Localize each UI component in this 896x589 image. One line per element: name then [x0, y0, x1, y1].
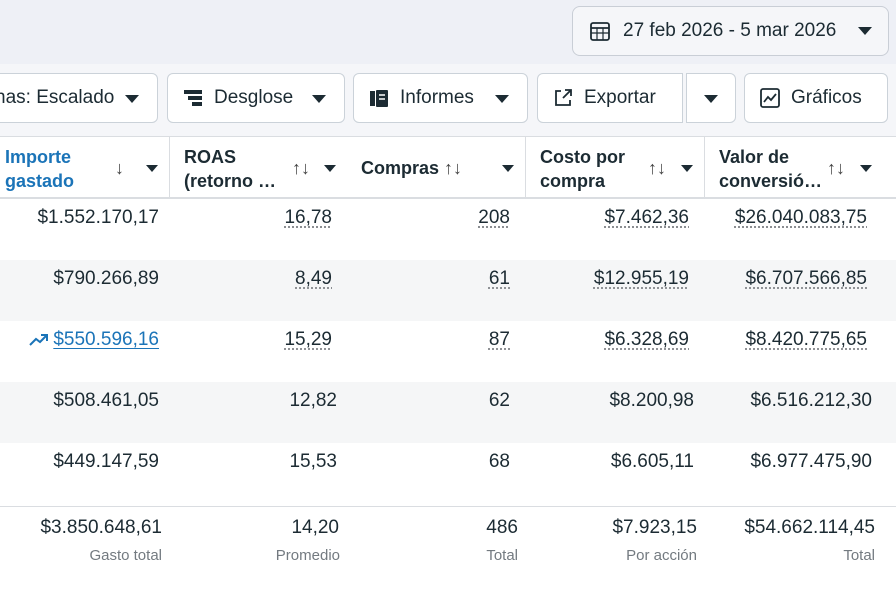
breakdown-icon: [184, 90, 202, 106]
chevron-down-icon: [125, 95, 139, 103]
chevron-down-icon[interactable]: [146, 165, 158, 172]
table-header: Importe gastado ↓ ROAS (retorno … ↑↓ Com…: [0, 136, 896, 199]
column-header-spent[interactable]: Importe gastado ↓: [5, 137, 165, 198]
cell-roas[interactable]: 16,78: [284, 207, 332, 228]
column-divider: [525, 137, 526, 198]
chevron-down-icon[interactable]: [681, 165, 693, 172]
table-row[interactable]: $508.461,05 12,82 62 $8.200,98 $6.516.21…: [0, 382, 896, 443]
sort-icon[interactable]: ↑↓: [648, 158, 666, 178]
charts-label: Gráficos: [791, 87, 862, 108]
column-header-cost-label: Costo por compra: [540, 147, 625, 191]
chart-trend-icon: [760, 88, 780, 108]
cell-spent: $790.266,89: [53, 268, 159, 289]
chevron-down-icon[interactable]: [860, 165, 872, 172]
column-header-value-label: Valor de conversió…: [719, 147, 823, 191]
total-value-label: Total: [843, 547, 875, 564]
table-row[interactable]: $449.147,59 15,53 68 $6.605,11 $6.977.47…: [0, 443, 896, 504]
chevron-down-icon[interactable]: [324, 165, 336, 172]
cell-cost: $8.200,98: [609, 390, 694, 411]
column-header-conversion-value[interactable]: Valor de conversió… ↑↓: [719, 137, 884, 198]
sort-icon[interactable]: ↑↓: [444, 158, 462, 178]
total-purchases-label: Total: [486, 547, 518, 564]
cell-cost[interactable]: $7.462,36: [604, 207, 689, 228]
table-row[interactable]: $1.552.170,17 16,78 208 $7.462,36 $26.04…: [0, 199, 896, 260]
cell-value[interactable]: $8.420.775,65: [745, 329, 867, 350]
cell-purchases[interactable]: 61: [488, 268, 510, 289]
sort-icon[interactable]: ↑↓: [292, 158, 310, 178]
column-header-purchases-label: Compras: [361, 158, 440, 178]
cell-roas: 12,82: [289, 390, 337, 411]
cell-value[interactable]: $26.040.083,75: [734, 207, 867, 228]
total-purchases: 486: [486, 517, 518, 538]
toolbar: nas: Escalado Desglose Informes Exportar: [0, 64, 896, 136]
date-range-label: 27 feb 2026 - 5 mar 2026: [623, 20, 837, 41]
calendar-icon: [590, 22, 610, 41]
columns-label: nas: Escalado: [0, 87, 115, 108]
cell-spent: $449.147,59: [53, 451, 159, 472]
cell-roas: 15,53: [289, 451, 337, 472]
cell-cost[interactable]: $6.328,69: [604, 329, 689, 350]
export-icon: [555, 89, 572, 106]
total-roas: 14,20: [291, 517, 339, 538]
column-divider: [704, 137, 705, 198]
charts-button[interactable]: Gráficos: [744, 73, 888, 123]
cell-spent: $1.552.170,17: [37, 207, 159, 228]
cell-cost[interactable]: $12.955,19: [593, 268, 689, 289]
sort-icon[interactable]: ↑↓: [827, 158, 845, 178]
cell-value: $6.516.212,30: [750, 390, 872, 411]
total-roas-label: Promedio: [275, 547, 340, 564]
chevron-down-icon: [704, 95, 718, 103]
export-label: Exportar: [584, 87, 656, 108]
chevron-down-icon: [312, 95, 326, 103]
cell-purchases: 68: [488, 451, 510, 472]
cell-cost: $6.605,11: [610, 451, 694, 472]
cell-roas[interactable]: 8,49: [295, 268, 332, 289]
reports-button[interactable]: Informes: [353, 73, 528, 123]
table-row[interactable]: $790.266,89 8,49 61 $12.955,19 $6.707.56…: [0, 260, 896, 321]
column-header-spent-label: Importe gastado: [5, 147, 75, 191]
chevron-down-icon[interactable]: [502, 165, 514, 172]
export-button[interactable]: Exportar: [537, 73, 683, 123]
export-menu-button[interactable]: [686, 73, 736, 123]
cell-purchases[interactable]: 208: [478, 207, 510, 228]
breakdown-label: Desglose: [214, 87, 294, 108]
column-header-roas-label: ROAS (retorno …: [184, 147, 276, 191]
cell-value[interactable]: $6.707.566,85: [745, 268, 867, 289]
table-row[interactable]: $550.596,16 15,29 87 $6.328,69 $8.420.77…: [0, 321, 896, 382]
cell-value: $6.977.475,90: [750, 451, 872, 472]
cell-roas[interactable]: 15,29: [284, 329, 332, 350]
cell-spent: $508.461,05: [53, 390, 159, 411]
top-bar: 27 feb 2026 - 5 mar 2026: [0, 0, 896, 64]
total-cost: $7.923,15: [612, 517, 697, 538]
columns-button[interactable]: nas: Escalado: [0, 73, 158, 123]
reports-icon: [370, 90, 388, 107]
total-spent: $3.850.648,61: [40, 517, 162, 538]
column-header-cost-per-purchase[interactable]: Costo por compra ↑↓: [540, 137, 700, 198]
chevron-down-icon: [858, 27, 872, 35]
breakdown-button[interactable]: Desglose: [167, 73, 345, 123]
reports-label: Informes: [400, 87, 474, 108]
sort-desc-icon[interactable]: ↓: [115, 158, 124, 178]
column-divider: [169, 137, 170, 198]
trending-up-icon: [29, 333, 49, 346]
cell-purchases[interactable]: 87: [488, 329, 510, 350]
chevron-down-icon: [495, 95, 509, 103]
date-range-picker[interactable]: 27 feb 2026 - 5 mar 2026: [572, 6, 889, 56]
column-header-purchases[interactable]: Compras ↑↓: [361, 137, 521, 198]
cell-purchases: 62: [488, 390, 510, 411]
totals-row: $3.850.648,61 Gasto total 14,20 Promedio…: [0, 506, 896, 589]
total-cost-label: Por acción: [626, 547, 697, 564]
total-spent-label: Gasto total: [89, 547, 162, 564]
cell-spent-link[interactable]: $550.596,16: [53, 329, 159, 350]
cell-spent[interactable]: $550.596,16: [29, 329, 159, 351]
column-header-roas[interactable]: ROAS (retorno … ↑↓: [184, 137, 344, 198]
total-value: $54.662.114,45: [744, 517, 875, 538]
